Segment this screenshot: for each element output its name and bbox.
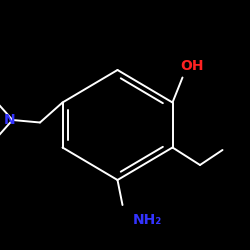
Text: OH: OH [180,58,204,72]
Text: NH₂: NH₂ [132,212,162,226]
Text: N: N [4,113,15,127]
